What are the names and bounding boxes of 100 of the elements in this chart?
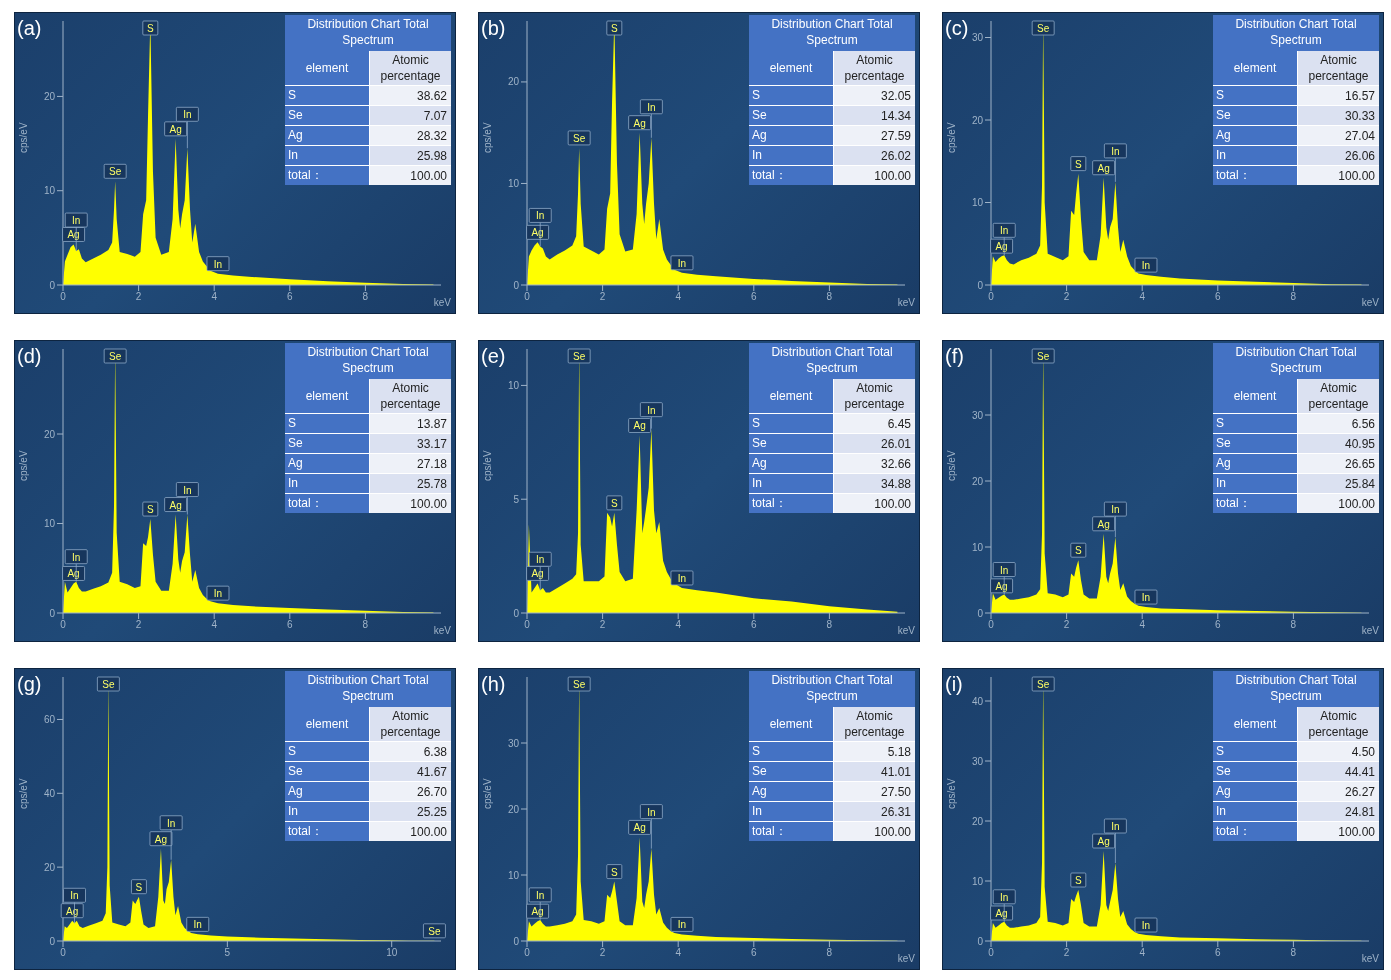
x-tick-label: 0 xyxy=(988,947,995,959)
x-tick-label: 8 xyxy=(362,619,369,631)
x-tick-label: 2 xyxy=(599,291,606,303)
annotation: In xyxy=(1141,920,1151,931)
annotation: Se xyxy=(1213,105,1298,126)
annotation: Ag xyxy=(633,822,646,834)
annotation: 6.56 xyxy=(1297,413,1379,434)
tag-box: Se xyxy=(1031,676,1055,692)
y-tick-label: 60 xyxy=(43,714,56,726)
annotation: total： xyxy=(749,821,834,841)
annotation: In xyxy=(677,257,687,269)
annotation: In xyxy=(166,817,176,829)
chart-title: (f) xyxy=(945,345,964,368)
x-tick-label: 2 xyxy=(1063,291,1070,303)
tag-box: S xyxy=(606,495,623,511)
annotation: 30.33 xyxy=(1297,105,1379,126)
annotation: 26.31 xyxy=(833,801,915,822)
y-tick-label: 10 xyxy=(43,518,56,530)
annotation: Ag xyxy=(633,420,646,432)
annotation: Distribution Chart Total Spectrum xyxy=(285,671,451,707)
annotation: In xyxy=(70,890,79,902)
tag-box: Ag xyxy=(628,820,652,835)
chart-title: (d) xyxy=(17,345,42,368)
annotation: S xyxy=(749,85,834,106)
x-tick-label: 6 xyxy=(287,619,294,631)
x-tick-label: 0 xyxy=(524,947,531,959)
tag-box: Se xyxy=(567,676,591,692)
annotation: In xyxy=(647,806,656,818)
annotation: Ag xyxy=(995,241,1008,253)
annotation: Ag xyxy=(67,568,80,580)
x-tick-label: 8 xyxy=(826,619,833,631)
tag-box: In xyxy=(1134,589,1158,605)
chart-title: (a) xyxy=(17,17,42,40)
annotation: 100.00 xyxy=(369,493,451,513)
tag-box: S xyxy=(606,864,623,879)
y-tick-label: 10 xyxy=(971,875,984,887)
x-tick-label: 8 xyxy=(826,291,833,303)
annotation: In xyxy=(213,588,223,600)
y-axis-title: cps/eV xyxy=(945,778,957,809)
annotation: In xyxy=(749,801,834,822)
y-axis-title: cps/eV xyxy=(945,450,957,481)
tag-box: In xyxy=(1134,257,1158,273)
x-tick-label: 2 xyxy=(599,947,606,959)
annotation: In xyxy=(1000,891,1009,903)
annotation: Se xyxy=(1213,761,1298,782)
annotation: In xyxy=(1111,145,1120,157)
annotation: total： xyxy=(1213,165,1298,185)
annotation: In xyxy=(72,215,81,227)
tag-box: Ag xyxy=(628,418,652,433)
annotation: In xyxy=(183,109,192,121)
y-tick-label: 30 xyxy=(971,755,984,767)
annotation: 38.62 xyxy=(369,85,451,106)
x-tick-label: 4 xyxy=(1139,291,1146,303)
chart-title: (g) xyxy=(17,673,42,696)
y-tick-label: 0 xyxy=(977,607,984,619)
annotation: Se xyxy=(749,433,834,454)
annotation: Distribution Chart Total Spectrum xyxy=(749,343,915,379)
annotation: Ag xyxy=(749,125,834,146)
x-axis-title: keV xyxy=(897,625,915,636)
annotation: In xyxy=(647,101,656,113)
annotation: 26.02 xyxy=(833,145,915,166)
annotation: Ag xyxy=(531,227,544,239)
annotation: In xyxy=(1111,821,1120,832)
annotation: Ag xyxy=(1097,518,1110,530)
tag-box: In xyxy=(206,256,230,272)
annotation: Ag xyxy=(1213,781,1298,802)
y-axis-title: cps/eV xyxy=(17,450,29,481)
annotation: 26.01 xyxy=(833,433,915,454)
annotation: Ag xyxy=(285,453,370,474)
annotation: In xyxy=(193,919,202,931)
annotation: 28.32 xyxy=(369,125,451,146)
x-tick-label: 0 xyxy=(988,619,995,631)
tag-box: Se xyxy=(1031,20,1055,36)
y-tick-label: 40 xyxy=(43,787,56,799)
annotation: Ag xyxy=(1213,453,1298,474)
annotation: S xyxy=(610,866,618,878)
x-axis-title: keV xyxy=(433,625,451,636)
tag-box: Ag xyxy=(1092,833,1116,849)
annotation: In xyxy=(183,484,192,496)
x-axis-title: keV xyxy=(433,297,451,308)
tag-box: In xyxy=(186,916,210,932)
y-tick-label: 10 xyxy=(971,197,984,209)
annotation: In xyxy=(1141,592,1151,604)
annotation: 34.88 xyxy=(833,473,915,494)
annotation: In xyxy=(1141,260,1151,272)
annotation: S xyxy=(749,741,834,762)
annotation: S xyxy=(146,504,154,516)
annotation: Se xyxy=(573,679,586,690)
annotation: Se xyxy=(285,105,370,126)
tag-box: S xyxy=(606,20,623,36)
annotation: total： xyxy=(1213,821,1298,841)
y-tick-label: 0 xyxy=(513,935,520,947)
x-tick-label: 8 xyxy=(1290,291,1297,303)
x-tick-label: 2 xyxy=(135,291,142,303)
tag-box: Ag xyxy=(990,238,1013,254)
annotation: In xyxy=(1213,145,1298,166)
y-tick-label: 20 xyxy=(507,76,520,88)
y-tick-label: 10 xyxy=(507,869,520,881)
annotation: element xyxy=(285,379,370,414)
x-tick-label: 6 xyxy=(1215,947,1222,959)
